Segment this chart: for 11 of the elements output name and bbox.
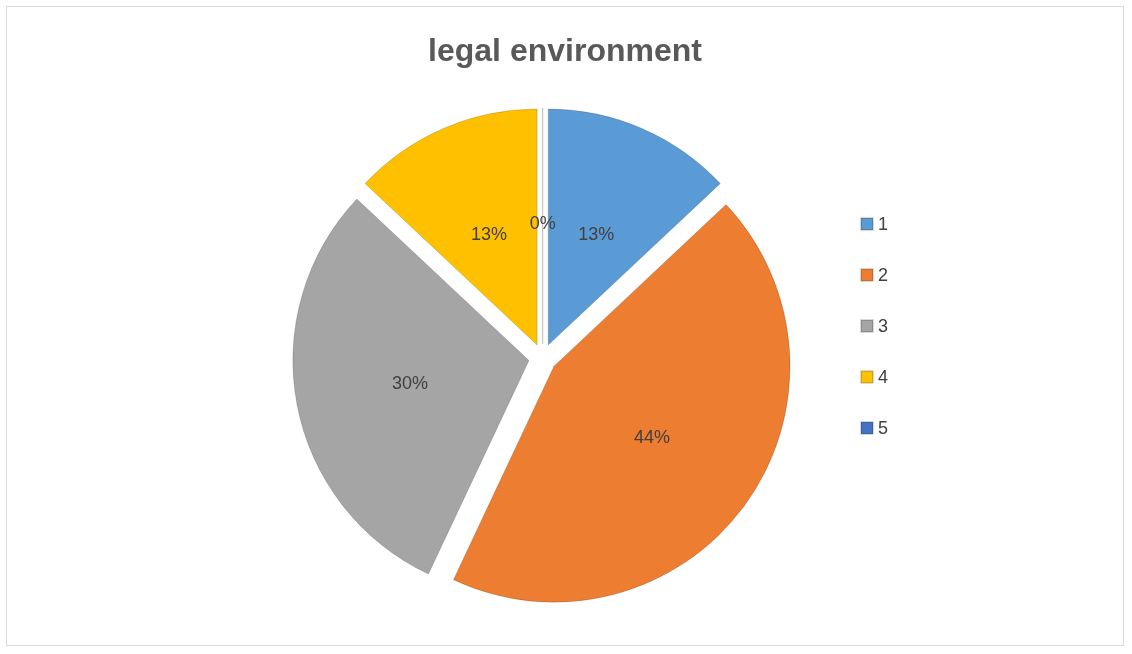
legend-label: 5 [877, 418, 888, 438]
legend-label: 4 [877, 367, 888, 387]
legend-label: 3 [877, 316, 888, 336]
legend-label: 1 [877, 214, 888, 234]
data-label: 13% [471, 223, 508, 244]
data-label: 44% [633, 427, 670, 448]
legend-label: 2 [877, 265, 888, 285]
data-label: 30% [392, 373, 429, 394]
chart-title: legal environment [428, 32, 703, 68]
data-label: 13% [578, 223, 615, 244]
text: 0% [529, 212, 556, 233]
